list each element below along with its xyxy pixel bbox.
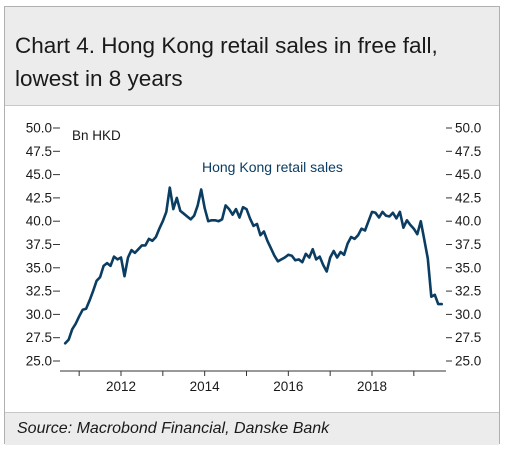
y-tick-label-left: 25.0 <box>26 354 52 369</box>
x-axis: 2012 2014 2016 2018 <box>60 370 446 394</box>
right-y-axis: 50.0 47.5 45.0 42.5 40.0 37.5 35.0 32.5 30.0 27.5… <box>446 121 481 369</box>
y-tick-label-left: 32.5 <box>26 284 52 299</box>
x-tick-label: 2012 <box>106 379 136 394</box>
y-tick-label-right: 35.0 <box>455 260 481 275</box>
y-tick-label-right: 27.5 <box>455 330 481 345</box>
y-tick-label-right: 40.0 <box>455 214 481 229</box>
y-tick-label-left: 45.0 <box>26 167 52 182</box>
y-tick-label-right: 50.0 <box>455 121 481 136</box>
y-tick-label-right: 45.0 <box>455 167 481 182</box>
y-tick-label-right: 32.5 <box>455 284 481 299</box>
series-line-hong-kong-retail-sales <box>63 186 443 345</box>
y-tick-label-left: 30.0 <box>26 307 52 322</box>
y-tick-label-right: 30.0 <box>455 307 481 322</box>
y-tick-label-right: 42.5 <box>455 190 481 205</box>
left-y-axis: 50.0 47.5 45.0 42.5 40.0 37.5 35.0 32.5 30.0 27.5… <box>26 121 60 369</box>
x-tick-label: 2018 <box>357 379 387 394</box>
chart-footer: Source: Macrobond Financial, Danske Bank <box>5 412 499 445</box>
y-tick-label-left: 42.5 <box>26 190 52 205</box>
series-label: Hong Kong retail sales <box>202 159 343 175</box>
x-tick-label: 2016 <box>273 379 303 394</box>
unit-label: Bn HKD <box>72 128 121 143</box>
y-tick-label-right: 47.5 <box>455 144 481 159</box>
y-tick-label-right: 37.5 <box>455 237 481 252</box>
y-tick-label-left: 35.0 <box>26 260 52 275</box>
y-tick-label-left: 47.5 <box>26 144 52 159</box>
y-tick-label-left: 50.0 <box>26 121 52 136</box>
y-tick-label-left: 27.5 <box>26 330 52 345</box>
x-tick-label: 2014 <box>190 379 221 394</box>
y-tick-label-left: 40.0 <box>26 214 52 229</box>
y-tick-label-left: 37.5 <box>26 237 52 252</box>
y-tick-label-right: 25.0 <box>455 354 481 369</box>
chart-header: Chart 4. Hong Kong retail sales in free … <box>5 7 499 106</box>
chart-title: Chart 4. Hong Kong retail sales in free … <box>15 33 438 91</box>
source-note: Source: Macrobond Financial, Danske Bank <box>17 420 330 437</box>
